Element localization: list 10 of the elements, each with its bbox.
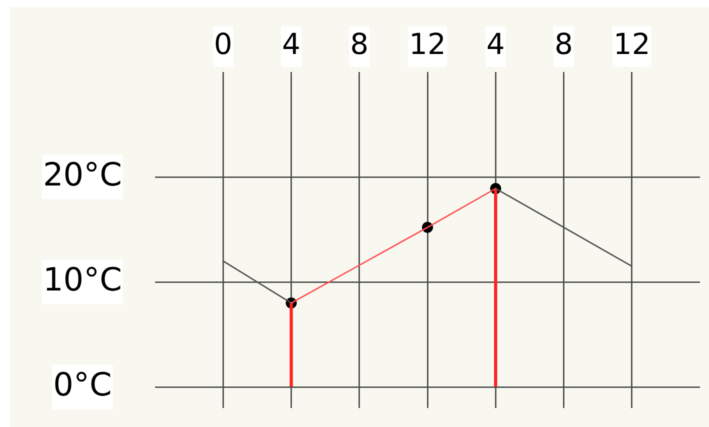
- x-tick-label: 8: [554, 27, 573, 62]
- x-tick-label: 12: [409, 27, 446, 62]
- y-tick-label: 20°C: [42, 155, 122, 194]
- y-tick-label: 0°C: [53, 365, 112, 404]
- x-tick-label: 4: [282, 27, 300, 62]
- x-tick-label: 12: [613, 27, 650, 62]
- y-tick-label: 10°C: [42, 260, 122, 298]
- x-tick-label: 4: [486, 27, 505, 62]
- x-tick-label: 8: [350, 27, 369, 62]
- x-tick-label: 0: [214, 27, 232, 62]
